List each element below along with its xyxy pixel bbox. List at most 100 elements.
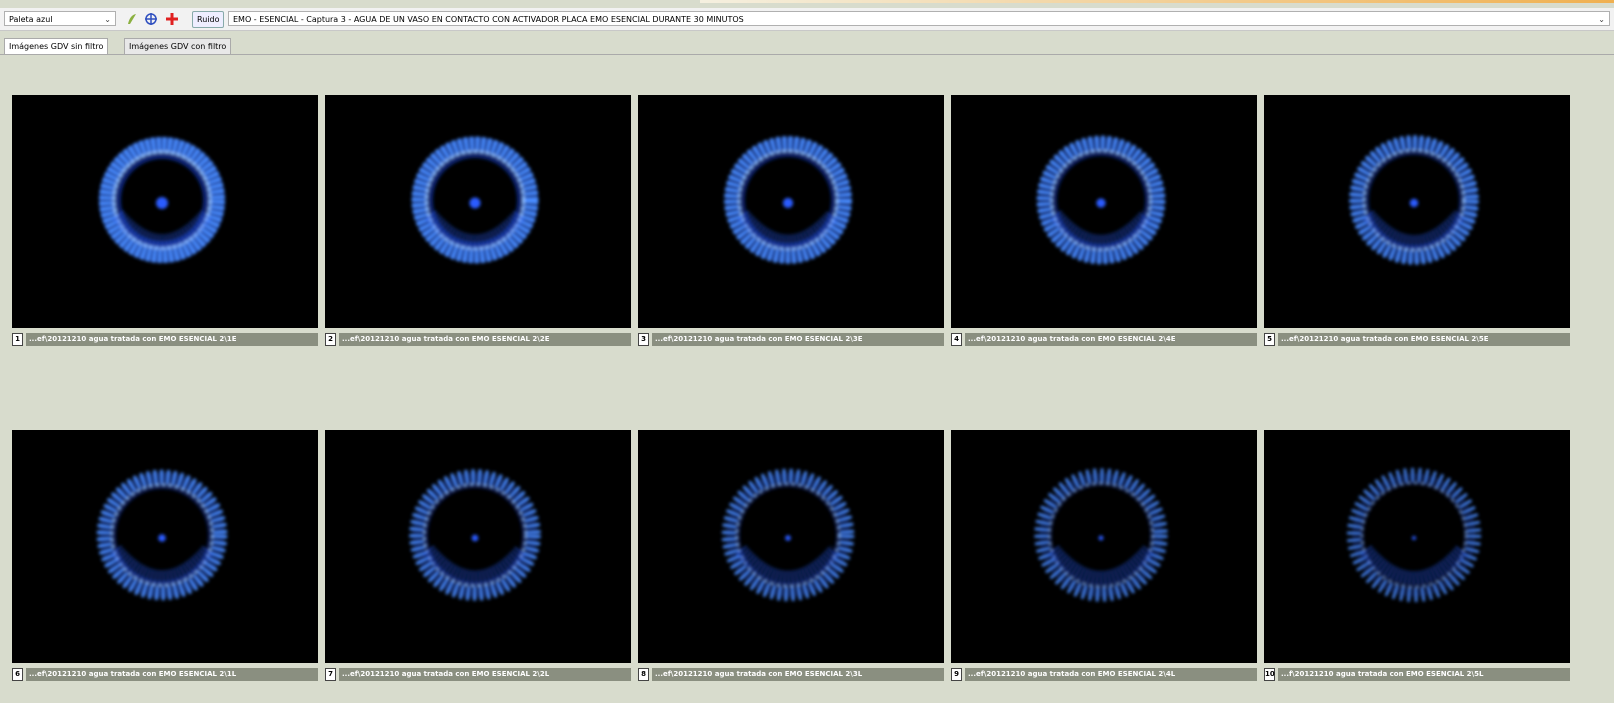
ring-core xyxy=(735,482,841,588)
ring-core xyxy=(110,483,214,587)
center-dot xyxy=(156,197,168,209)
gdv-image xyxy=(951,430,1257,663)
ring-core xyxy=(1050,149,1152,251)
gdv-image-cell: 1 ...ef\20121210 agua tratada con EMO ESE… xyxy=(12,95,318,346)
noise-button[interactable]: Ruido xyxy=(192,11,225,28)
ring-streamers xyxy=(409,469,541,601)
center-dot xyxy=(1409,198,1419,208)
palette-dropdown[interactable]: Paleta azul ⌄ xyxy=(4,11,116,26)
caption-bar: 3 ...ef\20121210 agua tratada con EMO ESE… xyxy=(638,333,944,346)
tab[interactable]: Imágenes GDV sin filtro xyxy=(4,38,109,55)
top-accent xyxy=(700,0,1614,3)
image-caption: ...ef\20121210 agua tratada con EMO ESEN… xyxy=(1278,333,1570,346)
image-caption: ...ef\20121210 agua tratada con EMO ESEN… xyxy=(965,333,1257,346)
caption-bar: 10 ...f\20121210 agua tratada con EMO ESE… xyxy=(1264,668,1570,681)
ring-streamers xyxy=(721,468,855,602)
image-caption: ...ef\20121210 agua tratada con EMO ESEN… xyxy=(26,333,318,346)
gdv-image xyxy=(325,430,631,663)
image-caption: ...ef\20121210 agua tratada con EMO ESEN… xyxy=(26,668,318,681)
lower-glow xyxy=(1360,545,1468,585)
gdv-image xyxy=(1264,430,1570,663)
gdv-image-cell: 7 ...ef\20121210 agua tratada con EMO ESE… xyxy=(325,430,631,681)
gdv-image-cell: 6 ...ef\20121210 agua tratada con EMO ESE… xyxy=(12,430,318,681)
gdv-image xyxy=(12,430,318,663)
ring-streamers xyxy=(1034,468,1168,602)
image-caption: ...ef\20121210 agua tratada con EMO ESEN… xyxy=(339,668,631,681)
glow-ring xyxy=(96,469,228,601)
caption-bar: 2 ...ef\20121210 agua tratada con EMO ESE… xyxy=(325,333,631,346)
ring-core xyxy=(425,150,525,250)
image-number: 8 xyxy=(638,668,649,681)
lower-glow xyxy=(425,210,525,249)
caption-bar: 6 ...ef\20121210 agua tratada con EMO ESE… xyxy=(12,668,318,681)
center-dot xyxy=(471,534,479,542)
gdv-image xyxy=(12,95,318,328)
palette-text: Paleta azul xyxy=(9,15,53,24)
image-number: 10 xyxy=(1264,668,1275,681)
toolbar: Paleta azul ⌄ Ruido EMO - ESENCIAL - Capt… xyxy=(0,8,1614,31)
ring-core xyxy=(1361,482,1467,588)
center-dot xyxy=(1412,536,1416,540)
ring-streamers xyxy=(724,136,852,264)
lower-glow xyxy=(1048,545,1154,585)
ring-core xyxy=(737,149,839,251)
image-caption: ...ef\20121210 agua tratada con EMO ESEN… xyxy=(652,668,944,681)
ring-streamers xyxy=(411,136,539,264)
caption-bar: 9 ...ef\20121210 agua tratada con EMO ESE… xyxy=(951,668,1257,681)
gdv-image-cell: 5 ...ef\20121210 agua tratada con EMO ESE… xyxy=(1264,95,1570,346)
image-number: 9 xyxy=(951,668,962,681)
tab-divider xyxy=(0,54,1614,55)
image-caption: ...f\20121210 agua tratada con EMO ESENC… xyxy=(1278,668,1570,681)
center-dot xyxy=(782,197,794,209)
ring-core xyxy=(112,150,212,250)
image-number: 1 xyxy=(12,333,23,346)
brush-icon[interactable] xyxy=(128,14,136,24)
ring-streamers xyxy=(1036,135,1166,265)
caption-bar: 5 ...ef\20121210 agua tratada con EMO ESE… xyxy=(1264,333,1570,346)
lower-glow xyxy=(735,545,841,585)
gdv-image-cell: 8 ...ef\20121210 agua tratada con EMO ESE… xyxy=(638,430,944,681)
ring-core xyxy=(423,483,527,587)
center-dot xyxy=(785,535,791,541)
capture-title-text: EMO - ESENCIAL - Captura 3 - AGUA DE UN … xyxy=(233,15,744,24)
gdv-image-cell: 4 ...ef\20121210 agua tratada con EMO ESE… xyxy=(951,95,1257,346)
gdv-image xyxy=(1264,95,1570,328)
tool-icons xyxy=(128,13,178,25)
glow-ring xyxy=(99,137,225,263)
dropdown-arrow: ⌄ xyxy=(104,15,111,24)
add-icon[interactable] xyxy=(166,13,178,25)
ring-core xyxy=(1048,482,1154,588)
lower-glow xyxy=(112,210,212,248)
ring-streamers xyxy=(99,137,225,263)
image-caption: ...ef\20121210 agua tratada con EMO ESEN… xyxy=(652,333,944,346)
gdv-image xyxy=(951,95,1257,328)
image-number: 3 xyxy=(638,333,649,346)
glow-ring xyxy=(1034,468,1168,602)
tab[interactable]: Imágenes GDV con filtro xyxy=(124,38,232,54)
ring-streamers xyxy=(96,469,228,601)
image-number: 4 xyxy=(951,333,962,346)
glow-ring xyxy=(1347,468,1481,602)
gdv-image xyxy=(638,95,944,328)
caption-bar: 7 ...ef\20121210 agua tratada con EMO ESE… xyxy=(325,668,631,681)
target-cross xyxy=(145,13,157,25)
capture-title[interactable]: EMO - ESENCIAL - Captura 3 - AGUA DE UN … xyxy=(228,11,1610,26)
lower-glow xyxy=(737,210,839,249)
caption-bar: 1 ...ef\20121210 agua tratada con EMO ESE… xyxy=(12,333,318,346)
caption-bar: 8 ...ef\20121210 agua tratada con EMO ESE… xyxy=(638,668,944,681)
center-dot xyxy=(469,197,481,209)
glow-ring xyxy=(409,469,541,601)
gdv-image-cell: 3 ...ef\20121210 agua tratada con EMO ESE… xyxy=(638,95,944,346)
ring-core xyxy=(1363,149,1465,251)
ring-streamers xyxy=(1349,135,1479,265)
image-number: 5 xyxy=(1264,333,1275,346)
center-dot xyxy=(1098,535,1104,541)
glow-ring xyxy=(721,468,855,602)
lower-glow xyxy=(423,545,527,585)
center-dot xyxy=(158,534,166,542)
image-caption: ...ef\20121210 agua tratada con EMO ESEN… xyxy=(965,668,1257,681)
image-number: 2 xyxy=(325,333,336,346)
ring-streamers xyxy=(1347,468,1481,602)
gdv-image-cell: 10 ...f\20121210 agua tratada con EMO ESE… xyxy=(1264,430,1570,681)
glow-ring xyxy=(1349,135,1479,265)
